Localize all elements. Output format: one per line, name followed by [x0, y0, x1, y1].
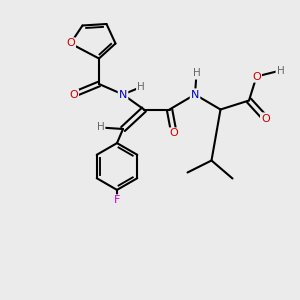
Text: O: O [261, 113, 270, 124]
Text: N: N [191, 89, 199, 100]
Text: H: H [97, 122, 104, 133]
Text: H: H [193, 68, 200, 79]
Text: H: H [137, 82, 145, 92]
Text: O: O [69, 89, 78, 100]
Text: O: O [66, 38, 75, 49]
Text: N: N [119, 89, 127, 100]
Text: O: O [252, 71, 261, 82]
Text: H: H [277, 65, 284, 76]
Text: O: O [169, 128, 178, 139]
Text: F: F [114, 195, 120, 206]
